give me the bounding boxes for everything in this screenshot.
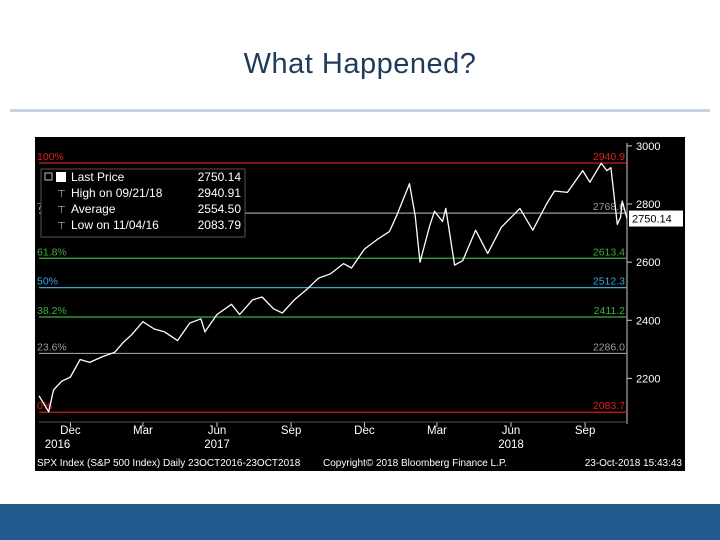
page-title: What Happened? (243, 48, 477, 80)
fib-level-percent: 50% (37, 276, 58, 288)
x-tick-label: Mar (133, 425, 153, 437)
legend-header: Last Price (71, 170, 125, 184)
fib-level-value: 2083.7 (593, 400, 625, 412)
x-tick-label: Mar (427, 425, 447, 437)
fib-level-value: 2286.0 (593, 341, 625, 353)
spx-price-series (38, 162, 628, 413)
y-tick-label: 2400 (636, 315, 660, 327)
x-year-label: 2018 (498, 439, 524, 451)
x-tick-label: Sep (575, 425, 595, 437)
x-tick-label: Dec (354, 425, 375, 437)
x-tick-label: Jun (208, 425, 227, 437)
legend-row-label: Average (71, 202, 116, 216)
x-year-label: 2016 (45, 439, 71, 451)
y-tick-label: 2200 (636, 373, 660, 385)
legend-row-label: High on 09/21/18 (71, 186, 163, 200)
y-tick-label: 3000 (636, 141, 660, 153)
fib-level-percent: 38.2% (37, 305, 67, 317)
fib-level-value: 2768.6 (593, 201, 625, 213)
legend-row-value: 2083.79 (198, 218, 242, 232)
x-tick-label: Sep (281, 425, 301, 437)
footer-left: SPX Index (S&P 500 Index) Daily 23OCT201… (37, 458, 301, 469)
fib-level-percent: 23.6% (37, 341, 67, 353)
spx-price-chart: 30002800260024002200100%2940.976.4%2768.… (35, 137, 685, 471)
fib-level-value: 2940.9 (593, 151, 625, 163)
last-price-tag: 2750.14 (632, 214, 672, 226)
fib-level-value: 2512.3 (593, 276, 625, 288)
footer-bar (0, 504, 720, 540)
legend-box (40, 168, 246, 238)
title-divider (10, 109, 710, 112)
x-tick-label: Jun (502, 425, 521, 437)
y-tick-label: 2600 (636, 257, 660, 269)
x-year-label: 2017 (204, 439, 230, 451)
legend-swatch (56, 172, 66, 182)
legend-collapse-icon (44, 172, 53, 181)
x-tick-label: Dec (60, 425, 81, 437)
fib-level-value: 2613.4 (593, 246, 625, 258)
footer-right: 23-Oct-2018 15:43:43 (585, 458, 683, 469)
legend-row-label: Low on 11/04/16 (71, 218, 159, 232)
legend-row-marker: ⊤ (57, 221, 66, 232)
last-price-tag-box (629, 210, 683, 227)
fib-level-percent: 61.8% (37, 246, 67, 258)
legend-row-marker: ⊤ (57, 205, 66, 216)
legend-row-marker: ⊤ (57, 189, 66, 200)
legend-row-value: 2940.91 (198, 186, 242, 200)
legend-header-value: 2750.14 (198, 170, 242, 184)
fib-level-value: 2411.2 (594, 305, 625, 317)
y-tick-label: 2800 (636, 199, 660, 211)
footer-center: Copyright© 2018 Bloomberg Finance L.P. (323, 458, 507, 469)
legend-row-value: 2554.50 (198, 202, 242, 216)
fib-level-percent: 100% (37, 151, 64, 163)
